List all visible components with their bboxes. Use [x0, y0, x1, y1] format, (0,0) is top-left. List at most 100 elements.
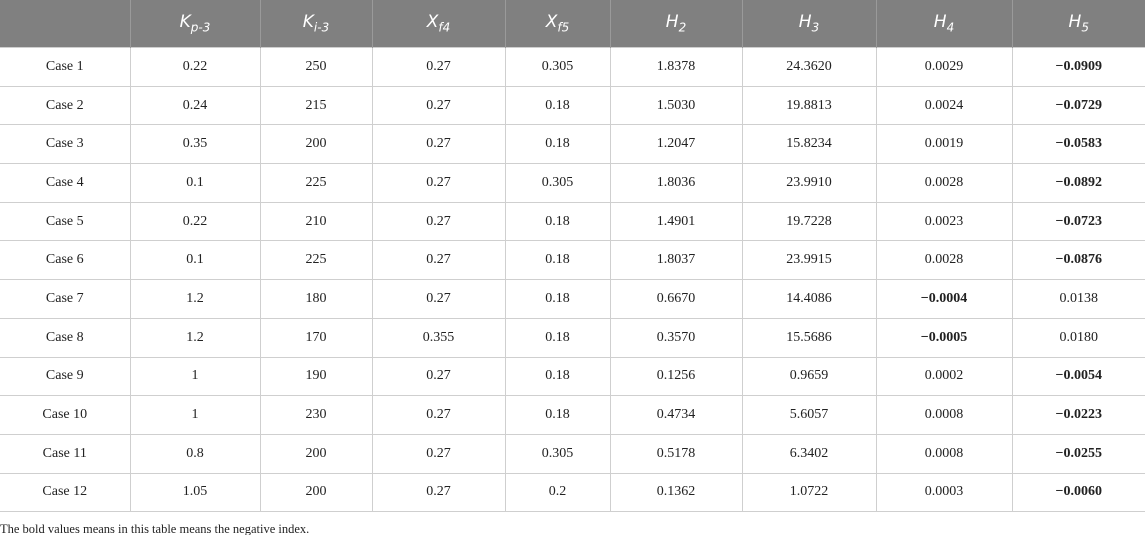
table-cell: 5.6057 [741, 395, 877, 435]
table-row: Case 11 0.8 200 0.27 0.305 0.5178 6.3402 0.0008… [0, 433, 1145, 474]
table-cell: 19.7228 [741, 201, 877, 242]
table-cell: 0.27 [371, 47, 506, 87]
table-cell: 0.27 [371, 201, 506, 242]
table-cell: 230 [259, 395, 373, 435]
table-cell: 1.8036 [609, 163, 743, 203]
table-cell: 0.305 [504, 433, 611, 474]
table-row: Case 8 1.2 170 0.355 0.18 0.3570 15.5686 −0.000… [0, 317, 1145, 358]
table-cell: 1.0722 [741, 472, 877, 513]
table-cell: 0.1362 [609, 472, 743, 513]
row-label: Case 1 [0, 47, 131, 87]
table-row: Case 7 1.2 180 0.27 0.18 0.6670 14.4086 −0.0004… [0, 279, 1145, 319]
table-row: Case 5 0.22 210 0.27 0.18 1.4901 19.7228 0.0023… [0, 201, 1145, 242]
row-label: Case 8 [0, 317, 131, 358]
table-cell: 0.2 [504, 472, 611, 513]
table-cell: 210 [259, 201, 373, 242]
header-subscript: 4 [946, 20, 955, 35]
table-cell: 0.0023 [875, 201, 1013, 242]
table-cell: 0.0008 [875, 395, 1013, 435]
row-label: Case 7 [0, 279, 131, 319]
table-cell: 0.27 [371, 356, 506, 397]
table-cell: 0.3570 [609, 317, 743, 358]
table-cell: 0.22 [129, 47, 261, 87]
table-cell: −0.0723 [1011, 201, 1145, 242]
header-symbol: K [179, 12, 191, 33]
table-cell: 23.9910 [741, 163, 877, 203]
header-subscript: 2 [678, 20, 687, 35]
header-cell: H5 [1011, 0, 1145, 48]
table-cell: 0.8 [129, 433, 261, 474]
header-symbol: H [798, 12, 812, 33]
table-cell: 15.8234 [741, 124, 877, 165]
table-body: Case 1 0.22 250 0.27 0.305 1.8378 24.3620 0.002… [0, 47, 1145, 513]
table-cell: 1.5030 [609, 85, 743, 126]
table-cell: 200 [259, 433, 373, 474]
table-cell: 1.8378 [609, 47, 743, 87]
table-cell: 0.24 [129, 85, 261, 126]
table-cell: 0.0180 [1011, 317, 1145, 358]
table-cell: −0.0583 [1011, 124, 1145, 165]
table-cell: 0.27 [371, 124, 506, 165]
table-cell: 0.0002 [875, 356, 1013, 397]
row-label: Case 3 [0, 124, 131, 165]
table-cell: 225 [259, 163, 373, 203]
header-subscript: i-3 [313, 20, 330, 35]
table-cell: 0.18 [504, 356, 611, 397]
table-cell: 215 [259, 85, 373, 126]
header-subscript: f5 [557, 20, 570, 35]
table-cell: −0.0909 [1011, 47, 1145, 87]
row-label: Case 11 [0, 433, 131, 474]
table-cell: 200 [259, 124, 373, 165]
table-cell: −0.0223 [1011, 395, 1145, 435]
header-symbol: H [665, 12, 679, 33]
table-cell: 0.0019 [875, 124, 1013, 165]
row-label: Case 12 [0, 472, 131, 513]
table-cell: 0.18 [504, 240, 611, 281]
table-cell: 0.305 [504, 47, 611, 87]
row-label: Case 2 [0, 85, 131, 126]
table-cell: 0.1 [129, 163, 261, 203]
header-cell: Xf5 [504, 0, 610, 48]
table-cell: 0.4734 [609, 395, 743, 435]
table-cell: 0.27 [371, 433, 506, 474]
table-cell: 0.0029 [875, 47, 1013, 87]
table-cell: 0.0008 [875, 433, 1013, 474]
header-symbol: H [1068, 12, 1082, 33]
table-cell: 170 [259, 317, 373, 358]
table-row: Case 2 0.24 215 0.27 0.18 1.5030 19.8813 0.0024… [0, 85, 1145, 126]
table-cell: 1 [129, 356, 261, 397]
table-cell: 0.305 [504, 163, 611, 203]
table-cell: 1.05 [129, 472, 261, 513]
table-cell: 200 [259, 472, 373, 513]
table-cell: 14.4086 [741, 279, 877, 319]
table-row: Case 3 0.35 200 0.27 0.18 1.2047 15.8234 0.0019… [0, 124, 1145, 165]
header-symbol: H [933, 12, 947, 33]
table-row: Case 9 1 190 0.27 0.18 0.1256 0.9659 0.0002 −0.0… [0, 356, 1145, 397]
table-cell: 15.5686 [741, 317, 877, 358]
table-row: Case 1 0.22 250 0.27 0.305 1.8378 24.3620 0.002… [0, 47, 1145, 87]
table-cell: −0.0255 [1011, 433, 1145, 474]
header-symbol: X [545, 12, 558, 33]
table-cell: 0.355 [371, 317, 506, 358]
table-cell: −0.0054 [1011, 356, 1145, 397]
header-subscript: 5 [1081, 20, 1089, 35]
table-cell: −0.0060 [1011, 472, 1145, 513]
header-symbol: X [426, 12, 439, 33]
table-cell: 0.27 [371, 472, 506, 513]
table-row: Case 4 0.1 225 0.27 0.305 1.8036 23.9910 0.0028… [0, 163, 1145, 203]
table-cell: 190 [259, 356, 373, 397]
table-cell: 0.5178 [609, 433, 743, 474]
header-row: Kp-3 Ki-3 Xf4 Xf5 H2 H3 H4 H5 [0, 0, 1145, 48]
table-cell: 0.27 [371, 279, 506, 319]
row-label: Case 10 [0, 395, 131, 435]
row-label: Case 6 [0, 240, 131, 281]
table-cell: 0.27 [371, 240, 506, 281]
table-cell: 6.3402 [741, 433, 877, 474]
table-cell: −0.0004 [875, 279, 1013, 319]
table-cell: 225 [259, 240, 373, 281]
table-cell: 1.4901 [609, 201, 743, 242]
table-cell: 0.18 [504, 279, 611, 319]
table-cell: −0.0005 [875, 317, 1013, 358]
table-cell: 0.0028 [875, 163, 1013, 203]
